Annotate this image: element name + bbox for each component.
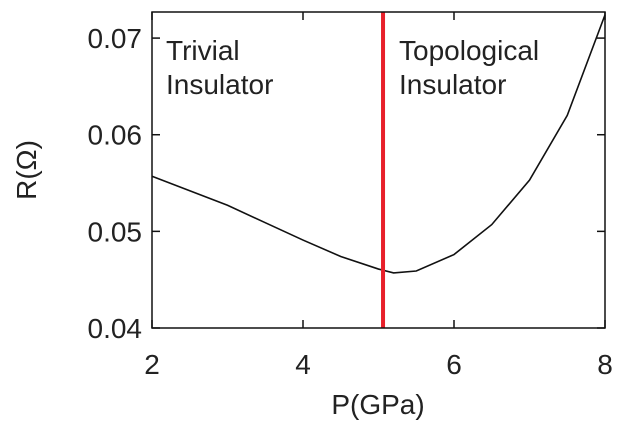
- annotation: Topological: [399, 35, 539, 66]
- plot-frame: [151, 11, 606, 329]
- x-axis-label: P(GPa): [331, 389, 424, 420]
- x-tick-label: 2: [144, 349, 160, 380]
- x-tick-label: 4: [295, 349, 311, 380]
- x-tick-label: 8: [597, 349, 613, 380]
- annotation: Insulator: [399, 69, 506, 100]
- y-tick-label: 0.04: [88, 313, 143, 344]
- annotation: Insulator: [166, 69, 273, 100]
- annotation: Trivial: [166, 35, 240, 66]
- y-tick-label: 0.05: [88, 216, 143, 247]
- x-tick-label: 6: [446, 349, 462, 380]
- y-axis-label: R(Ω): [11, 140, 42, 200]
- y-tick-label: 0.06: [88, 120, 143, 151]
- line-series: [151, 14, 606, 274]
- y-tick-label: 0.07: [88, 23, 143, 54]
